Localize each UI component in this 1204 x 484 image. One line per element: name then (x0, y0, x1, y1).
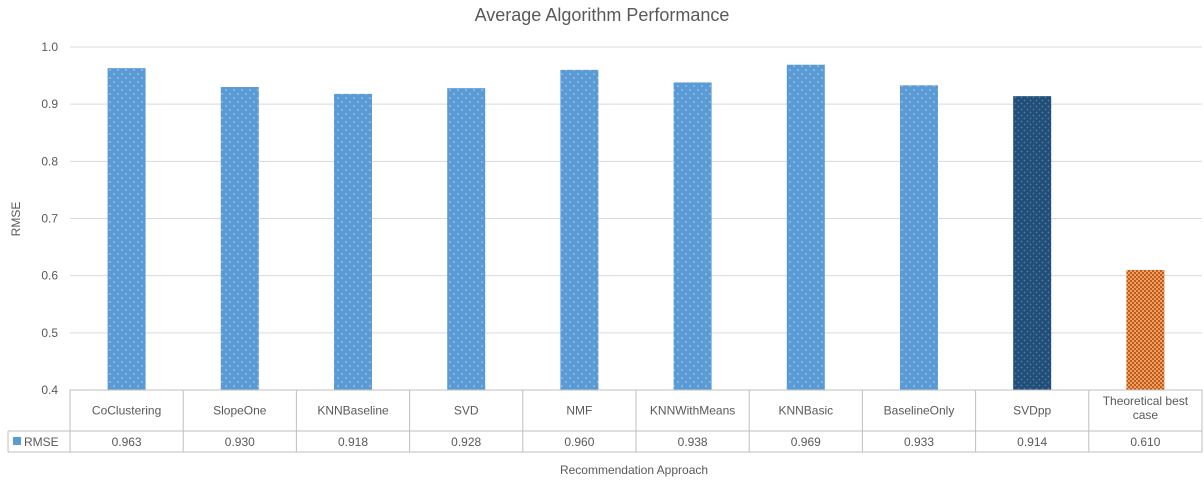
y-tick-label: 0.8 (41, 154, 58, 168)
bar (1126, 269, 1165, 390)
legend-swatch (13, 437, 21, 445)
category-label: Theoretical best case (1103, 394, 1189, 422)
y-tick-label: 0.9 (41, 97, 58, 111)
y-tick-label: 0.6 (41, 269, 58, 283)
bar (107, 68, 146, 390)
y-tick-label: 0.7 (41, 212, 58, 226)
category-label: SlopeOne (213, 404, 267, 418)
y-axis-ticks: 0.4 0.5 0.6 0.7 0.8 0.9 1.0 (41, 40, 58, 397)
legend-label: RMSE (24, 435, 59, 449)
data-value-label: 0.610 (1130, 435, 1160, 449)
y-tick-label: 1.0 (41, 40, 58, 54)
category-label: NMF (566, 404, 592, 418)
bar (1013, 96, 1052, 390)
chart-title: Average Algorithm Performance (475, 5, 730, 25)
category-label: CoClustering (92, 404, 161, 418)
category-label: KNNBasic (778, 404, 833, 418)
bar (673, 82, 712, 391)
data-value-label: 0.963 (112, 435, 142, 449)
category-label: BaselineOnly (884, 404, 955, 418)
bar (220, 87, 259, 391)
data-value-label: 0.930 (225, 435, 255, 449)
data-value-label: 0.938 (678, 435, 708, 449)
y-axis-title: RMSE (9, 202, 23, 237)
data-value-label: 0.969 (791, 435, 821, 449)
y-tick-label: 0.4 (41, 383, 58, 397)
bar (447, 88, 486, 390)
y-tick-label: 0.5 (41, 326, 58, 340)
category-label: SVD (454, 404, 479, 418)
x-axis-title: Recommendation Approach (560, 463, 708, 477)
data-value-label: 0.960 (564, 435, 594, 449)
bar (560, 69, 599, 390)
bar (786, 64, 825, 390)
data-value-label: 0.933 (904, 435, 934, 449)
data-value-label: 0.914 (1017, 435, 1047, 449)
category-label: SVDpp (1013, 404, 1051, 418)
bar (334, 93, 372, 391)
category-label: KNNWithMeans (650, 404, 735, 418)
bar (900, 85, 938, 390)
bars (107, 64, 1165, 391)
data-value-label: 0.918 (338, 435, 368, 449)
category-label: KNNBaseline (317, 404, 389, 418)
data-value-label: 0.928 (451, 435, 481, 449)
data-table: RMSE CoClustering 0.963 SlopeOne 0.930 KNNBas… (7, 389, 1203, 453)
